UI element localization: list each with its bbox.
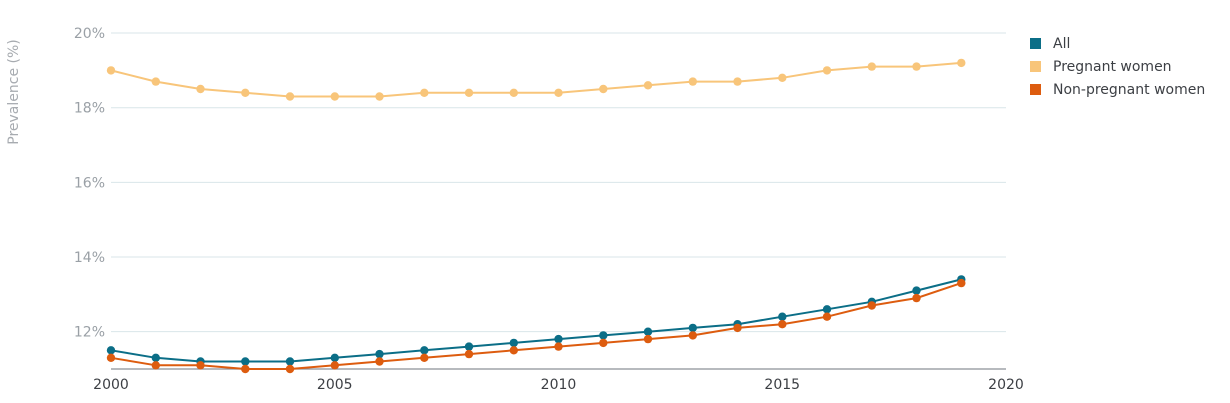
y-tick-label: 18% bbox=[74, 101, 105, 117]
legend: All Pregnant women Non-pregnant women bbox=[1030, 32, 1205, 101]
data-point bbox=[643, 327, 653, 336]
legend-item[interactable]: All bbox=[1030, 32, 1205, 55]
data-point bbox=[867, 62, 876, 71]
data-point bbox=[778, 320, 787, 329]
data-point bbox=[599, 338, 608, 348]
data-point bbox=[420, 353, 429, 362]
data-point bbox=[599, 331, 608, 340]
data-point bbox=[912, 293, 921, 303]
data-point bbox=[375, 357, 384, 366]
legend-label: All bbox=[1053, 35, 1071, 52]
legend-label: Non-pregnant women bbox=[1053, 81, 1206, 98]
data-point bbox=[106, 353, 116, 362]
data-point bbox=[643, 81, 653, 90]
x-tick-label: 2015 bbox=[764, 377, 800, 393]
data-point bbox=[330, 353, 339, 362]
data-point bbox=[643, 334, 653, 344]
data-point bbox=[464, 88, 474, 98]
data-point bbox=[464, 349, 474, 359]
data-point bbox=[867, 301, 876, 310]
data-point bbox=[509, 88, 518, 98]
data-point bbox=[375, 349, 384, 359]
data-point bbox=[599, 84, 608, 94]
series-line bbox=[110, 282, 962, 370]
data-point bbox=[957, 58, 966, 68]
data-point bbox=[151, 361, 160, 370]
data-point bbox=[151, 353, 160, 362]
x-tick-label: 2010 bbox=[541, 377, 577, 393]
data-point bbox=[464, 342, 474, 351]
x-tick-label: 2000 bbox=[93, 377, 129, 393]
data-point bbox=[509, 338, 518, 348]
series-line bbox=[110, 278, 962, 363]
data-point bbox=[330, 361, 339, 370]
legend-item[interactable]: Non-pregnant women bbox=[1030, 78, 1205, 101]
data-point bbox=[509, 346, 518, 355]
data-point bbox=[912, 286, 921, 295]
data-point bbox=[554, 88, 563, 98]
data-point bbox=[733, 77, 742, 86]
y-tick-label: 12% bbox=[74, 325, 105, 341]
data-point bbox=[957, 278, 966, 288]
data-point bbox=[196, 361, 205, 370]
y-tick-label: 14% bbox=[74, 250, 105, 266]
data-point bbox=[688, 331, 697, 340]
y-tick-label: 20% bbox=[74, 26, 105, 42]
series-line bbox=[110, 61, 962, 98]
data-point bbox=[688, 323, 697, 333]
data-point bbox=[285, 92, 295, 101]
data-point bbox=[822, 66, 832, 75]
legend-item[interactable]: Pregnant women bbox=[1030, 55, 1205, 78]
x-tick-label: 2020 bbox=[988, 377, 1024, 393]
gridlines bbox=[111, 32, 1006, 333]
series-points bbox=[106, 58, 966, 374]
data-point bbox=[733, 323, 742, 333]
data-point bbox=[241, 357, 250, 366]
data-point bbox=[822, 305, 832, 314]
data-point bbox=[912, 62, 921, 71]
legend-label: Pregnant women bbox=[1053, 58, 1172, 75]
data-point bbox=[778, 312, 787, 321]
y-tick-label: 16% bbox=[74, 175, 105, 191]
series-lines bbox=[110, 61, 962, 370]
legend-swatch bbox=[1030, 38, 1041, 49]
data-point bbox=[196, 84, 205, 94]
data-point bbox=[420, 88, 429, 98]
y-axis-label: Prevalence (%) bbox=[6, 39, 22, 145]
data-point bbox=[375, 92, 384, 101]
data-point bbox=[285, 357, 295, 366]
data-point bbox=[151, 77, 160, 86]
data-point bbox=[241, 364, 250, 374]
x-axis-ticks: 2000 2005 2010 2015 2020 bbox=[93, 377, 1024, 393]
x-tick-label: 2005 bbox=[317, 377, 353, 393]
data-point bbox=[106, 346, 116, 355]
legend-swatch bbox=[1030, 84, 1041, 95]
data-point bbox=[106, 66, 116, 75]
legend-swatch bbox=[1030, 61, 1041, 72]
data-point bbox=[554, 334, 563, 344]
data-point bbox=[330, 92, 339, 101]
y-axis-ticks: 12% 14% 16% 18% 20% bbox=[74, 26, 105, 341]
data-point bbox=[688, 77, 697, 86]
data-point bbox=[554, 342, 563, 351]
data-point bbox=[241, 88, 250, 98]
data-point bbox=[822, 312, 832, 321]
data-point bbox=[285, 364, 295, 374]
data-point bbox=[420, 346, 429, 355]
data-point bbox=[778, 73, 787, 83]
